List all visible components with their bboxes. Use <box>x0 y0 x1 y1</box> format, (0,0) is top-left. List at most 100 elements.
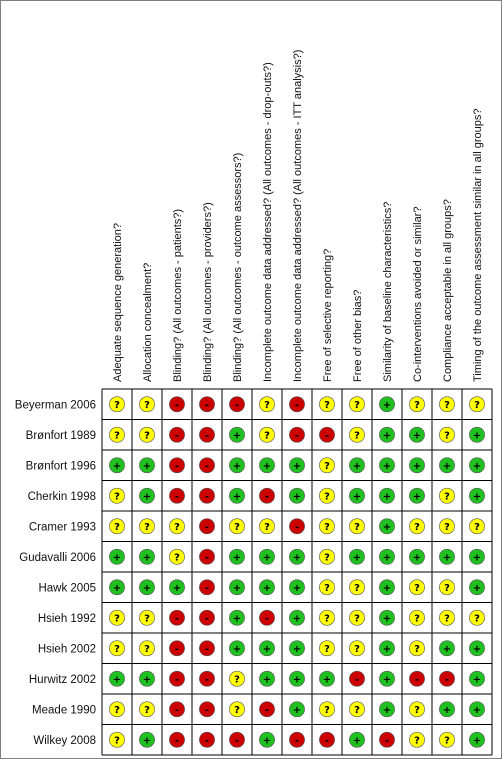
rating-symbol: + <box>473 705 481 716</box>
column-header: Adequate sequence generation? <box>112 223 124 382</box>
rating-circle <box>439 640 455 657</box>
rating-symbol: ? <box>114 735 120 746</box>
rating-symbol: + <box>233 491 241 502</box>
rating-symbol: + <box>293 613 301 624</box>
rating-mark: - <box>169 609 185 626</box>
rating-mark: + <box>469 426 485 443</box>
rating-symbol: + <box>383 461 391 472</box>
rating-symbol: + <box>233 644 241 655</box>
rating-circle <box>259 579 275 596</box>
rating-circle <box>409 609 425 626</box>
rating-circle <box>139 487 155 504</box>
rating-symbol: + <box>263 735 271 746</box>
rating-mark: - <box>379 731 395 748</box>
study-label: Brønfort 1989 <box>26 430 96 442</box>
rating-mark: - <box>289 518 305 535</box>
rating-symbol: ? <box>114 613 120 624</box>
rating-mark: ? <box>229 701 245 718</box>
rating-mark: - <box>199 609 215 626</box>
rating-circle <box>439 487 455 504</box>
rating-symbol: ? <box>114 522 120 533</box>
rating-symbol: + <box>173 583 181 594</box>
rating-circle <box>229 457 245 474</box>
rating-mark: + <box>349 731 365 748</box>
rating-mark: ? <box>259 426 275 443</box>
rating-mark: ? <box>349 579 365 596</box>
rating-mark: + <box>379 487 395 504</box>
rating-mark: ? <box>139 518 155 535</box>
rating-symbol: + <box>143 491 151 502</box>
rating-symbol: ? <box>144 522 150 533</box>
rating-circle <box>139 396 155 413</box>
rating-symbol: + <box>323 674 331 685</box>
rating-circle <box>469 396 485 413</box>
rating-symbol: - <box>175 461 179 472</box>
rating-circle <box>379 579 395 596</box>
rating-mark: + <box>349 457 365 474</box>
rating-circle <box>349 396 365 413</box>
rating-symbol: - <box>205 644 209 655</box>
rating-mark: ? <box>259 518 275 535</box>
rating-mark: - <box>199 548 215 565</box>
rating-circle <box>349 579 365 596</box>
rating-circle <box>139 579 155 596</box>
rating-marks: ?? - - -? -?? +????? - - +? - -? + +? + + + - - + + +? + + + + +?… <box>109 396 485 748</box>
rating-mark: + <box>169 579 185 596</box>
rating-mark: - <box>199 487 215 504</box>
rating-symbol: + <box>113 674 121 685</box>
rating-circle <box>409 640 425 657</box>
rating-symbol: + <box>293 461 301 472</box>
rating-circle <box>139 457 155 474</box>
rating-circle <box>199 640 215 657</box>
rating-symbol: ? <box>264 430 270 441</box>
rating-symbol: + <box>143 735 151 746</box>
column-header: Timing of the outcome assessment similar… <box>472 109 484 383</box>
rating-circle <box>379 548 395 565</box>
rating-circle <box>319 731 335 748</box>
rating-symbol: - <box>205 674 209 685</box>
rating-symbol: + <box>263 583 271 594</box>
rating-circle <box>259 518 275 535</box>
rating-circle <box>439 396 455 413</box>
rating-symbol: + <box>113 583 121 594</box>
rating-mark: - <box>289 396 305 413</box>
rating-symbol: ? <box>234 674 240 685</box>
rating-symbol: - <box>175 735 179 746</box>
rating-mark: + <box>469 548 485 565</box>
rating-symbol: + <box>443 705 451 716</box>
rating-symbol: ? <box>324 613 330 624</box>
rating-circle <box>229 609 245 626</box>
rating-circle <box>109 701 125 718</box>
rating-symbol: ? <box>444 491 450 502</box>
rating-symbol: ? <box>144 644 150 655</box>
rating-symbol: + <box>263 674 271 685</box>
rating-symbol: - <box>445 674 449 685</box>
rating-circle <box>229 487 245 504</box>
study-label: Hsieh 2002 <box>38 643 96 655</box>
rating-mark: + <box>139 731 155 748</box>
rating-symbol: + <box>113 461 121 472</box>
rating-symbol: + <box>353 491 361 502</box>
rating-mark: ? <box>439 731 455 748</box>
rating-circle <box>439 609 455 626</box>
rating-mark: ? <box>439 426 455 443</box>
rating-mark: + <box>469 487 485 504</box>
rating-circle <box>109 457 125 474</box>
rating-symbol: + <box>473 461 481 472</box>
rating-circle <box>289 579 305 596</box>
rating-circle <box>109 731 125 748</box>
rating-circle <box>169 609 185 626</box>
rating-mark: ? <box>109 487 125 504</box>
rating-symbol: + <box>383 613 391 624</box>
rating-circle <box>259 548 275 565</box>
rating-mark: + <box>379 701 395 718</box>
rating-circle <box>349 487 365 504</box>
rating-mark: + <box>379 670 395 687</box>
rating-symbol: ? <box>324 461 330 472</box>
rating-symbol: + <box>143 674 151 685</box>
rating-circle <box>229 640 245 657</box>
rating-mark: ? <box>439 609 455 626</box>
rating-circle <box>199 457 215 474</box>
rating-mark: ? <box>109 609 125 626</box>
rating-mark: + <box>259 579 275 596</box>
